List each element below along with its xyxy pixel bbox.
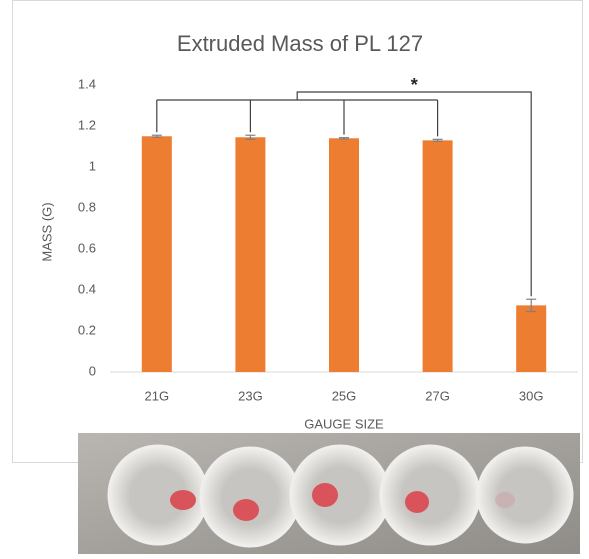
y-tick-label: 0.4 — [78, 281, 96, 296]
page: Extruded Mass of PL 127 MASS (G) GAUGE S… — [0, 0, 589, 559]
chart-frame — [13, 1, 583, 463]
bar — [235, 137, 265, 372]
x-tick-label: 23G — [238, 388, 263, 403]
x-tick-label: 25G — [332, 388, 357, 403]
y-tick-label: 0.8 — [78, 199, 96, 214]
bar — [423, 140, 453, 372]
y-tick-label: 0.2 — [78, 322, 96, 337]
chart-title: Extruded Mass of PL 127 — [177, 31, 423, 56]
bar — [142, 136, 172, 372]
y-tick-label: 0.6 — [78, 240, 96, 255]
x-tick-label: 30G — [519, 388, 544, 403]
y-tick-label: 0 — [89, 363, 96, 378]
y-tick-label: 1.4 — [78, 76, 96, 91]
bar — [516, 305, 546, 372]
y-tick-label: 1 — [89, 158, 96, 173]
chart: Extruded Mass of PL 127 MASS (G) GAUGE S… — [0, 0, 589, 554]
x-tick-label: 27G — [425, 388, 450, 403]
photo — [78, 433, 580, 554]
x-axis-label: GAUGE SIZE — [304, 416, 384, 431]
x-tick-label: 21G — [145, 388, 170, 403]
bar — [329, 138, 359, 372]
significance-label: * — [411, 75, 418, 95]
y-axis-label: MASS (G) — [39, 202, 54, 261]
y-tick-label: 1.2 — [78, 117, 96, 132]
